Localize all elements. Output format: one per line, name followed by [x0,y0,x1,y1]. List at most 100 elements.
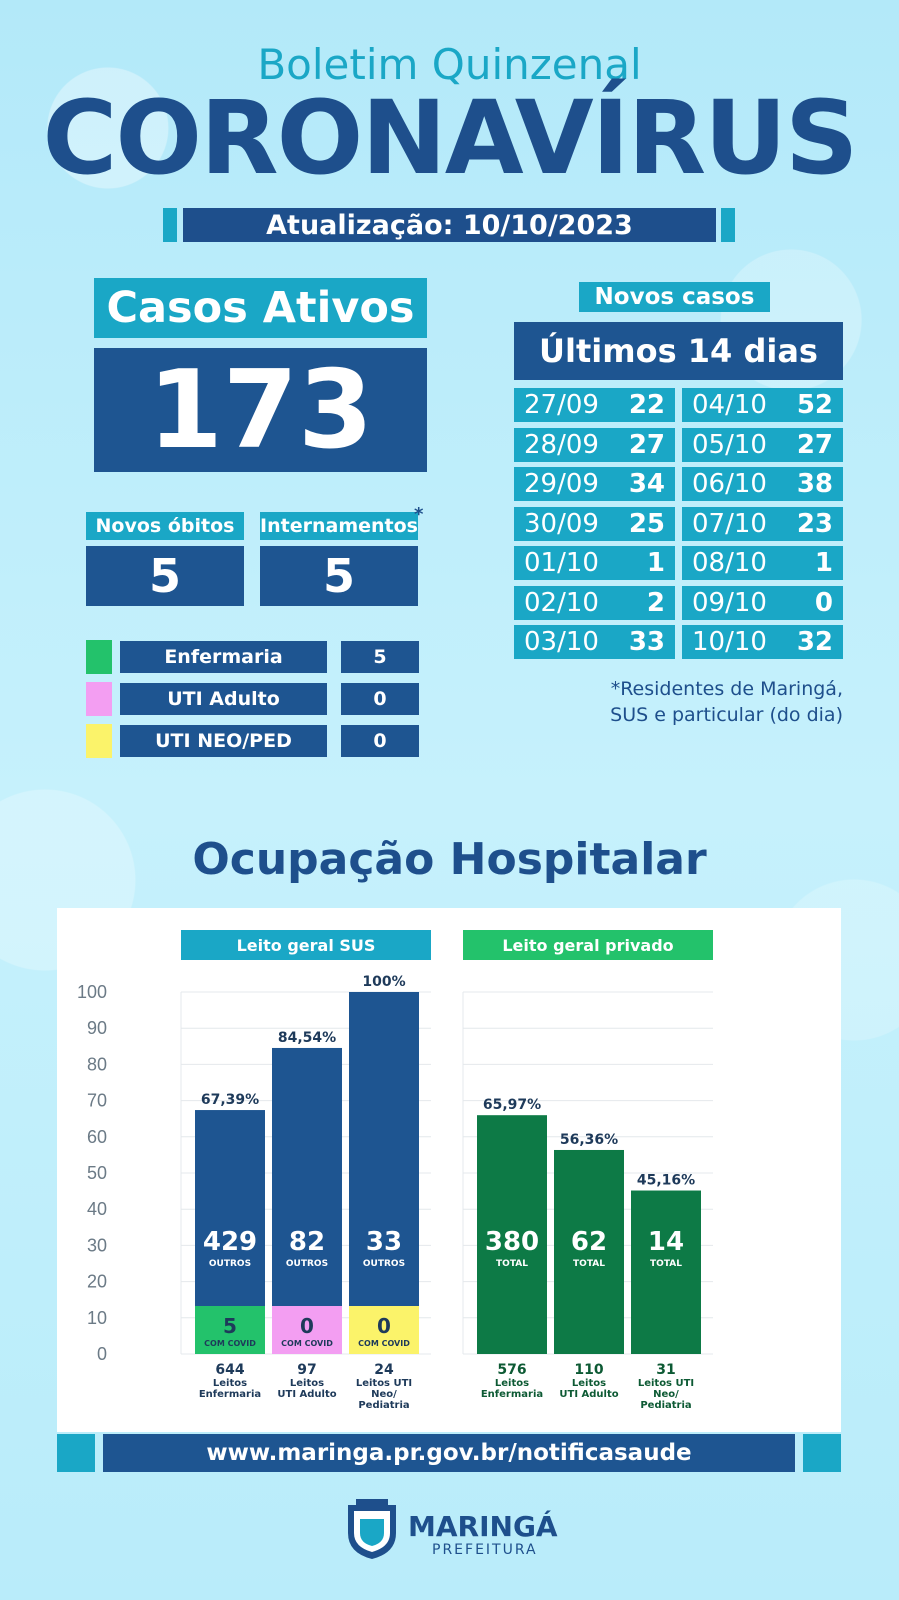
category-label-line-2: Enfermaria [199,1389,261,1400]
new-cases-period: Últimos 14 dias [514,322,843,380]
y-tick-label: 70 [87,1091,107,1111]
daily-cases-date: 01/10 [524,548,599,578]
legend-swatch-enfermaria [86,640,112,674]
bar-count-label: 82 [289,1227,325,1257]
bar [554,1149,624,1354]
category-bed-count: 110 [574,1362,603,1378]
bar-count-label: 62 [571,1227,607,1257]
covid-count-caption: COM COVID [281,1339,333,1348]
new-cases-label: Novos casos [579,282,770,312]
daily-cases-date: 27/09 [524,390,599,420]
legend-swatch-uti-neo-ped [86,724,112,758]
daily-cases-cell: 02/10 2 [514,585,675,620]
bar-count-label: 380 [485,1227,539,1257]
legend-label-enfermaria: Enfermaria [120,641,327,673]
y-tick-label: 30 [87,1235,107,1255]
daily-cases-cell: 10/10 32 [682,625,843,659]
daily-cases-count: 2 [646,587,665,618]
daily-cases-cell: 29/09 34 [514,467,675,501]
category-label-line-1: Leitos [213,1378,247,1389]
daily-cases-count: 32 [796,627,833,657]
bar [477,1115,547,1354]
daily-cases-count: 25 [628,508,665,539]
covid-count-label: 5 [223,1314,237,1338]
daily-cases-cell: 27/09 22 [514,388,675,422]
daily-cases-cell: 09/10 0 [682,585,843,620]
occupancy-title: Ocupação Hospitalar [192,834,707,885]
hospitalizations-value: 5 [260,546,418,606]
update-bar-cap-right [721,208,735,242]
y-tick-label: 50 [87,1163,107,1183]
daily-cases-count: 27 [628,429,665,460]
covid-count-label: 0 [300,1314,314,1338]
daily-cases-date: 04/10 [692,390,767,420]
y-tick-label: 100 [77,982,107,1002]
y-tick-label: 40 [87,1199,107,1219]
y-tick-label: 90 [87,1018,107,1038]
daily-cases-cell: 05/10 27 [682,427,843,462]
y-tick-label: 0 [97,1344,107,1364]
daily-cases-cell: 06/10 38 [682,467,843,501]
daily-cases-date: 06/10 [692,469,767,499]
covid-segment [272,1306,342,1354]
category-label-line-1: Leitos [572,1378,606,1389]
category-label-line-1: Leitos [495,1378,529,1389]
url-bar-cap-left [57,1434,95,1472]
notification-url[interactable]: www.maringa.pr.gov.br/notificasaude [103,1434,795,1472]
bar-count-label: 14 [648,1227,684,1257]
update-bar-cap-left [163,208,177,242]
bar-count-label: 33 [366,1227,402,1257]
daily-cases-count: 1 [814,548,833,578]
bar-percent-label: 65,97% [483,1097,541,1113]
daily-cases-date: 29/09 [524,469,599,499]
y-tick-label: 20 [87,1272,107,1292]
daily-cases-date: 05/10 [692,429,767,460]
daily-cases-count: 0 [814,587,833,618]
legend-label-uti-adulto: UTI Adulto [120,683,327,715]
daily-cases-cell: 01/10 1 [514,546,675,580]
category-label-line-3: Pediatria [358,1400,409,1411]
active-cases-label: Casos Ativos [94,278,427,338]
covid-segment [349,1306,419,1354]
active-cases-value: 173 [94,348,427,473]
daily-cases-count: 38 [796,469,833,499]
category-bed-count: 31 [656,1362,675,1378]
bar-count-caption: OUTROS [363,1259,405,1269]
bar-percent-label: 67,39% [201,1092,259,1108]
category-bed-count: 644 [215,1362,244,1378]
daily-cases-count: 27 [796,429,833,460]
daily-cases-count: 33 [628,627,665,657]
new-deaths-value: 5 [86,546,244,606]
legend-value-uti-neo-ped: 0 [341,725,419,757]
category-label-line-2: UTI Adulto [559,1389,618,1400]
y-tick-label: 80 [87,1054,107,1074]
daily-cases-date: 02/10 [524,587,599,618]
new-deaths-label: Novos óbitos [86,512,244,540]
footnote-line-2: SUS e particular (do dia) [610,704,843,726]
group-title: Leito geral privado [502,936,673,955]
bar-percent-label: 100% [362,974,405,990]
page-title: CORONAVÍRUS [42,79,859,198]
legend-label-uti-neo-ped: UTI NEO/PED [120,725,327,757]
daily-cases-date: 10/10 [692,627,767,657]
city-logo-name: MARINGÁ [408,1510,558,1543]
bar [349,992,419,1354]
category-bed-count: 24 [374,1362,394,1378]
category-label-line-2: UTI Adulto [277,1389,336,1400]
legend-value-enfermaria: 5 [341,641,419,673]
bar-count-caption: TOTAL [496,1259,528,1269]
bar-percent-label: 84,54% [278,1030,336,1046]
daily-cases-date: 08/10 [692,548,767,578]
daily-cases-cell: 30/09 25 [514,506,675,541]
y-tick-label: 10 [87,1308,107,1328]
daily-cases-count: 23 [796,508,833,539]
daily-cases-count: 52 [796,390,833,420]
bar-percent-label: 45,16% [637,1173,695,1189]
category-label-line-1: Leitos [290,1378,324,1389]
bulletin-subtitle: Boletim Quinzenal [257,40,642,89]
covid-segment [195,1306,265,1354]
category-bed-count: 576 [497,1362,526,1378]
daily-cases-date: 07/10 [692,508,767,539]
category-label-line-3: Pediatria [640,1400,691,1411]
category-label-line-2: Enfermaria [481,1389,543,1400]
